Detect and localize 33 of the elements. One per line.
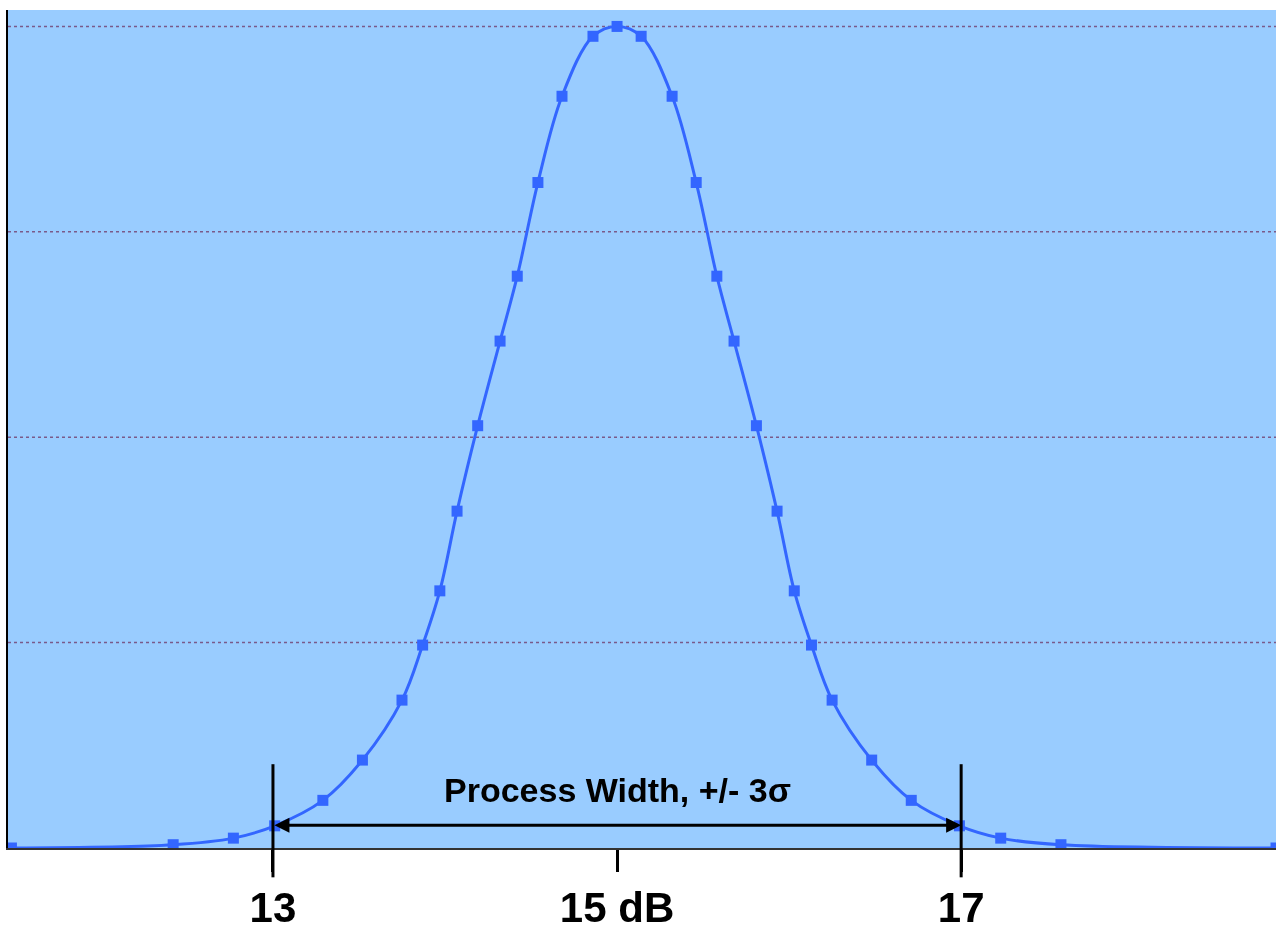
point xyxy=(788,585,800,597)
point xyxy=(434,585,446,597)
point xyxy=(995,832,1007,844)
point xyxy=(666,90,678,102)
point xyxy=(494,335,506,347)
annotation: Process Width, +/- 3σ xyxy=(444,771,791,809)
x-tick-label: 13 xyxy=(249,884,297,932)
x-tick-label: 17 xyxy=(937,884,985,932)
point xyxy=(417,639,429,651)
x-tick-label: 15 dB xyxy=(559,884,675,932)
point xyxy=(690,177,702,189)
point xyxy=(587,30,599,42)
point xyxy=(556,90,568,102)
point xyxy=(532,177,544,189)
point xyxy=(356,754,368,766)
point xyxy=(750,420,762,432)
point xyxy=(866,754,878,766)
point xyxy=(396,694,408,706)
point xyxy=(711,270,723,282)
point xyxy=(905,794,917,806)
point xyxy=(451,505,463,517)
point xyxy=(1055,839,1067,848)
point xyxy=(728,335,740,347)
point xyxy=(771,505,783,517)
point xyxy=(635,30,647,42)
point xyxy=(511,270,523,282)
point xyxy=(472,420,484,432)
point xyxy=(826,694,838,706)
point xyxy=(167,839,179,848)
point xyxy=(227,832,239,844)
point xyxy=(317,794,329,806)
point xyxy=(805,639,817,651)
point xyxy=(611,20,623,32)
